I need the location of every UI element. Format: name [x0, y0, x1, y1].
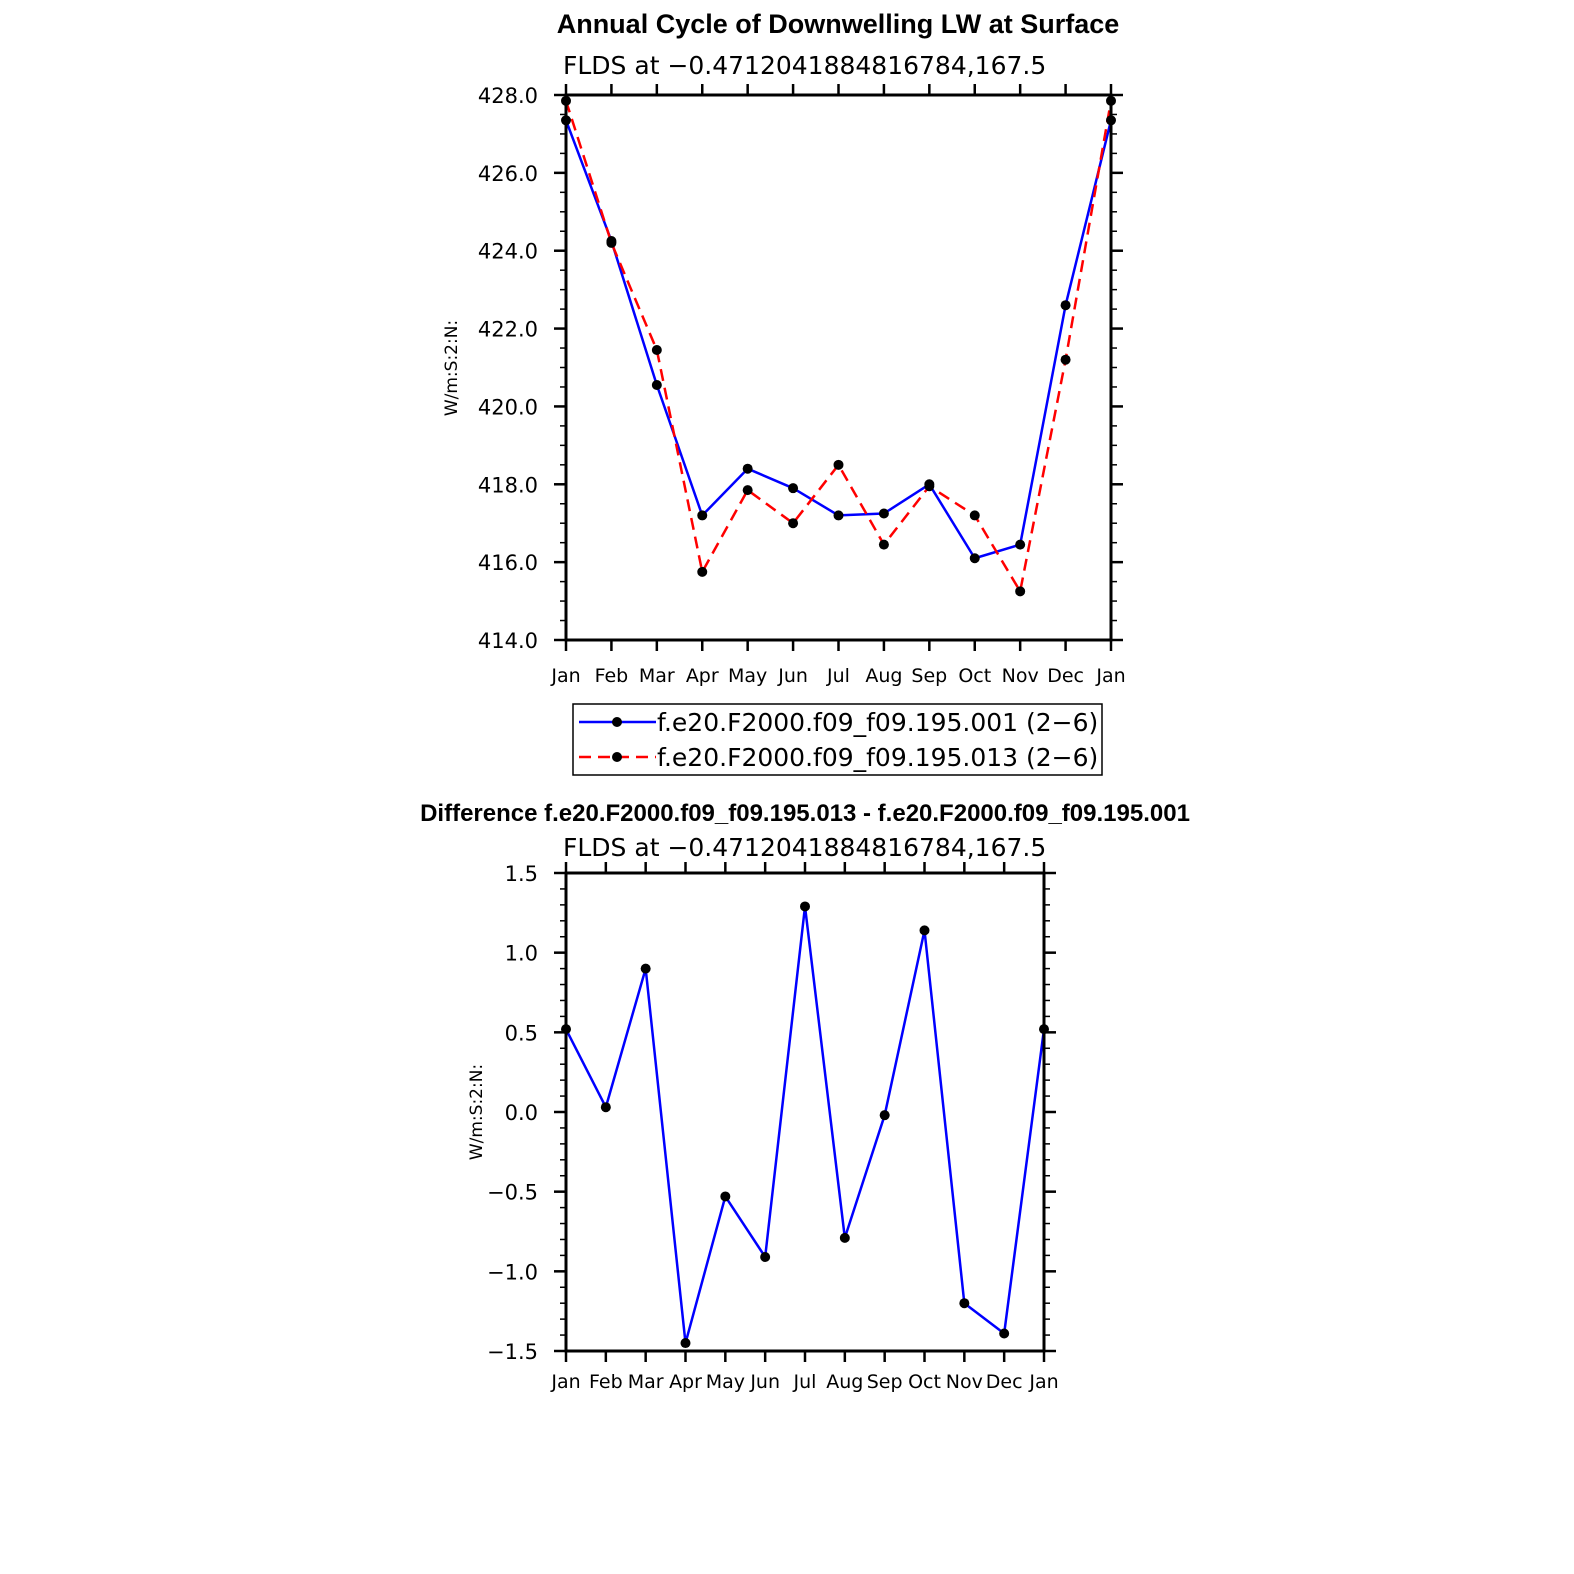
- data-point-1: [720, 1191, 731, 1202]
- data-point-1: [1015, 539, 1026, 550]
- data-point-2: [788, 518, 799, 529]
- legend-entry-1: f.e20.F2000.f09_f09.195.001 (2−6): [579, 708, 1098, 737]
- x-tick-label: Feb: [595, 665, 629, 687]
- data-point-1: [600, 1102, 611, 1113]
- data-point-2: [606, 237, 617, 248]
- x-tick-label: Aug: [826, 1371, 863, 1393]
- y-tick-label: 426.0: [478, 162, 538, 186]
- y-tick-label: 0.5: [505, 1021, 538, 1045]
- x-tick-label: Jul: [826, 665, 850, 687]
- y-tick-label: 422.0: [478, 318, 538, 342]
- x-tick-label: Dec: [1047, 665, 1084, 687]
- y-tick-label: 418.0: [478, 473, 538, 497]
- data-point-1: [959, 1298, 970, 1309]
- x-tick-label: Dec: [986, 1371, 1023, 1393]
- x-tick-label: Apr: [686, 665, 719, 687]
- data-point-2: [833, 459, 844, 470]
- data-point-2: [1015, 586, 1026, 597]
- y-tick-label: −1.5: [487, 1340, 538, 1364]
- data-point-1: [839, 1232, 850, 1243]
- data-point-1: [651, 380, 662, 391]
- x-tick-label: Jul: [793, 1371, 817, 1393]
- y-tick-label: 420.0: [478, 395, 538, 419]
- data-point-2: [1060, 354, 1071, 365]
- y-tick-label: −1.0: [487, 1260, 538, 1284]
- y-tick-label: 1.0: [505, 942, 538, 966]
- x-tick-label: Nov: [1002, 665, 1039, 687]
- x-tick-label: Jan: [550, 665, 580, 687]
- plot-frame: [564, 93, 1113, 642]
- series-line-1: [564, 119, 1113, 560]
- y-tick-label: 428.0: [478, 84, 538, 108]
- x-tick-label: Oct: [958, 665, 991, 687]
- legend-marker-2: [612, 752, 622, 762]
- difference-chart: Difference f.e20.F2000.f09_f09.195.013 -…: [420, 800, 1190, 1393]
- data-point-1: [760, 1251, 771, 1262]
- y-axis-label: W/m:S:2:N:: [467, 1064, 487, 1160]
- x-tick-label: Apr: [669, 1371, 702, 1393]
- data-point-1: [800, 901, 810, 912]
- y-tick-label: 1.5: [505, 862, 538, 886]
- chart-subtitle: FLDS at −0.4712041884816784,167.5: [563, 51, 1046, 80]
- legend-label-1: f.e20.F2000.f09_f09.195.001 (2−6): [657, 708, 1098, 737]
- plot-frame: [564, 871, 1046, 1353]
- x-tick-label: Jun: [777, 665, 808, 687]
- x-tick-label: Sep: [867, 1371, 903, 1393]
- data-point-1: [919, 925, 930, 936]
- data-point-2: [651, 344, 662, 355]
- x-tick-label: Feb: [589, 1371, 623, 1393]
- x-tick-label: Aug: [865, 665, 902, 687]
- y-tick-label: 424.0: [478, 240, 538, 264]
- data-point-1: [680, 1338, 691, 1349]
- data-point-1: [1060, 300, 1071, 311]
- x-tick-label: Jun: [749, 1371, 780, 1393]
- data-point-2: [878, 539, 889, 550]
- y-tick-label: 416.0: [478, 551, 538, 575]
- chart-title: Difference f.e20.F2000.f09_f09.195.013 -…: [420, 800, 1190, 827]
- data-point-1: [788, 483, 799, 494]
- x-tick-label: Jan: [1028, 1371, 1058, 1393]
- x-tick-label: Jan: [1095, 665, 1125, 687]
- legend-entry-2: f.e20.F2000.f09_f09.195.013 (2−6): [579, 743, 1098, 772]
- data-point-1: [878, 508, 889, 519]
- legend-label-2: f.e20.F2000.f09_f09.195.013 (2−6): [657, 743, 1098, 772]
- data-point-2: [924, 481, 935, 492]
- data-point-1: [742, 463, 753, 474]
- y-tick-label: −0.5: [487, 1181, 538, 1205]
- y-tick-label: 414.0: [478, 629, 538, 653]
- x-tick-label: Mar: [639, 665, 675, 687]
- x-tick-label: Nov: [946, 1371, 983, 1393]
- chart-title: Annual Cycle of Downwelling LW at Surfac…: [557, 9, 1120, 39]
- chart-subtitle: FLDS at −0.4712041884816784,167.5: [563, 833, 1046, 862]
- data-point-2: [697, 566, 708, 577]
- x-tick-label: Sep: [911, 665, 947, 687]
- data-point-1: [969, 553, 980, 564]
- legend-box: [572, 703, 1103, 776]
- data-point-1: [640, 963, 651, 974]
- data-point-1: [999, 1328, 1010, 1339]
- x-tick-label: Mar: [628, 1371, 664, 1393]
- data-point-1: [833, 510, 844, 521]
- data-point-1: [697, 510, 708, 521]
- annual-cycle-chart: Annual Cycle of Downwelling LW at Surfac…: [442, 9, 1126, 776]
- x-tick-label: May: [728, 665, 767, 687]
- legend-marker-1: [612, 717, 622, 727]
- x-tick-label: May: [706, 1371, 745, 1393]
- data-point-1: [879, 1110, 890, 1121]
- data-point-2: [742, 485, 753, 496]
- legend: f.e20.F2000.f09_f09.195.001 (2−6) f.e20.…: [572, 703, 1103, 776]
- x-tick-label: Jan: [550, 1371, 580, 1393]
- x-tick-label: Oct: [908, 1371, 941, 1393]
- y-tick-label: 0.0: [505, 1101, 538, 1125]
- y-axis-label: W/m:S:2:N:: [442, 320, 462, 416]
- series-line-1: [564, 905, 1046, 1345]
- data-point-2: [969, 510, 980, 521]
